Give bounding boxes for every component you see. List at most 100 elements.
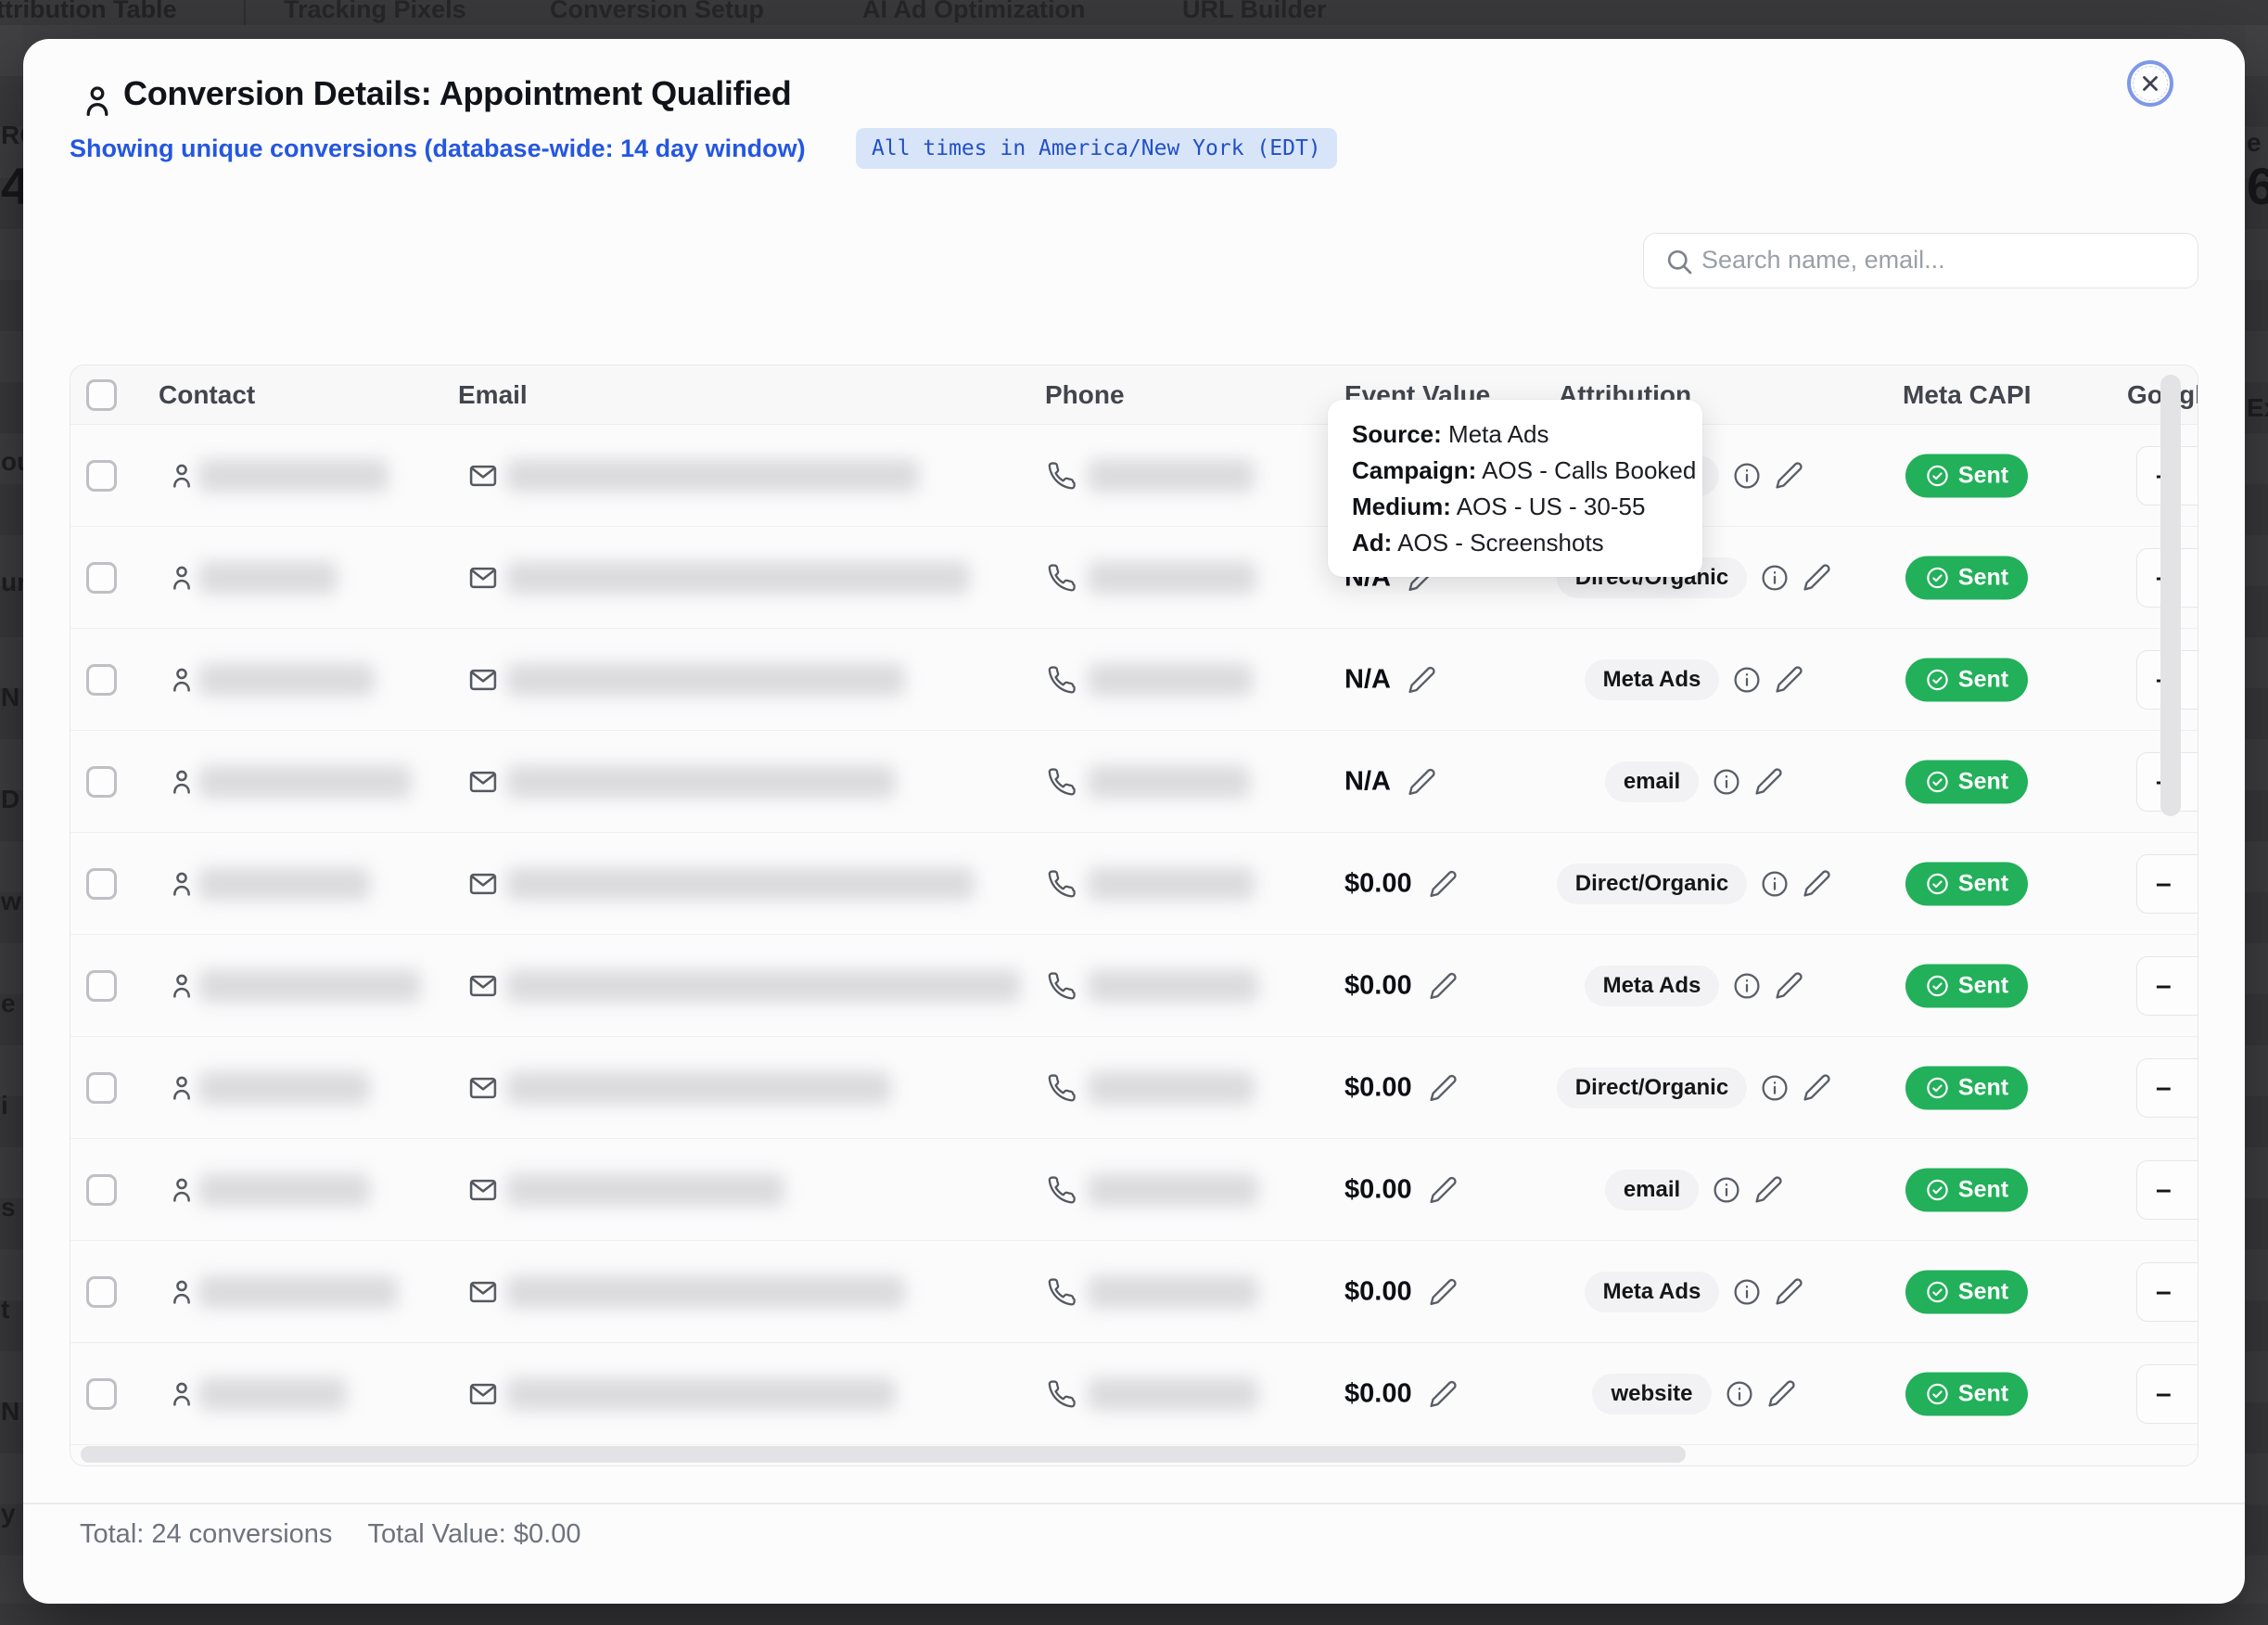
- capi-sent-badge: Sent: [1905, 760, 2029, 803]
- attribution-info-icon[interactable]: [1760, 869, 1790, 899]
- search-input[interactable]: [1701, 234, 2184, 286]
- capi-sent-badge: Sent: [1905, 1066, 2029, 1109]
- close-button[interactable]: [2127, 60, 2173, 107]
- edit-value-icon[interactable]: [1429, 971, 1458, 1000]
- select-all-checkbox[interactable]: [86, 379, 117, 411]
- contact-person-icon: [166, 460, 197, 492]
- phone-icon: [1047, 664, 1078, 696]
- google-value-box[interactable]: –: [2136, 955, 2198, 1016]
- phone-redacted: [1088, 968, 1258, 1003]
- attribution-info-icon[interactable]: [1732, 665, 1762, 695]
- email-redacted: [506, 662, 905, 697]
- row-checkbox[interactable]: [86, 460, 117, 492]
- table-header-row: Contact Email Phone Event Value Attribution M…: [70, 365, 2198, 425]
- check-circle-icon: [1925, 871, 1950, 896]
- vertical-scrollbar[interactable]: [2160, 375, 2181, 816]
- edit-attribution-icon[interactable]: [1775, 971, 1803, 1000]
- google-cell: –: [2136, 853, 2198, 914]
- attribution-info-icon[interactable]: [1712, 1175, 1741, 1205]
- edit-value-icon[interactable]: [1429, 1379, 1458, 1408]
- google-value-box[interactable]: –: [2136, 1261, 2198, 1322]
- event-value: $0.00: [1344, 970, 1412, 1000]
- meta-capi-cell: Sent: [1879, 964, 2055, 1007]
- edit-value-icon[interactable]: [1408, 767, 1436, 796]
- meta-capi-cell: Sent: [1879, 1168, 2055, 1211]
- google-value-box[interactable]: –: [2136, 1057, 2198, 1118]
- bg-fragment: ur: [1, 568, 23, 596]
- edit-attribution-icon[interactable]: [1775, 1277, 1803, 1306]
- row-checkbox[interactable]: [86, 562, 117, 594]
- attribution-badge: Meta Ads: [1584, 965, 1720, 1006]
- phone-icon: [1047, 1174, 1078, 1206]
- attribution-info-icon[interactable]: [1732, 461, 1762, 491]
- edit-attribution-icon[interactable]: [1803, 869, 1831, 898]
- bg-fragment: ou: [1, 447, 23, 476]
- bg-fragment: y: [1, 1499, 16, 1528]
- capi-sent-label: Sent: [1957, 870, 2009, 896]
- contact-name-redacted: [198, 1172, 370, 1207]
- attribution-cell: Meta Ads: [1526, 659, 1862, 700]
- search-icon: [1664, 247, 1694, 281]
- background-left-edge: RO 4 ou ur N Dw e i s t Ny: [0, 25, 23, 1625]
- contact-name-redacted: [198, 866, 370, 901]
- capi-sent-label: Sent: [1957, 564, 2009, 590]
- bg-tab-attribution-table: ttribution Table: [0, 0, 177, 23]
- attribution-info-icon[interactable]: [1732, 971, 1762, 1001]
- email-icon: [466, 1173, 500, 1207]
- edit-attribution-icon[interactable]: [1754, 767, 1783, 796]
- edit-attribution-icon[interactable]: [1767, 1379, 1796, 1408]
- check-circle-icon: [1925, 1381, 1950, 1406]
- capi-sent-badge: Sent: [1905, 1372, 2029, 1415]
- bg-fragment: D: [1, 785, 20, 813]
- row-checkbox[interactable]: [86, 1174, 117, 1206]
- google-value-box[interactable]: –: [2136, 1159, 2198, 1220]
- contact-name-redacted: [198, 764, 412, 799]
- subtitle: Showing unique conversions (database-wid…: [70, 134, 806, 162]
- email-redacted: [506, 1070, 891, 1105]
- edit-value-icon[interactable]: [1429, 1175, 1458, 1204]
- edit-value-icon[interactable]: [1429, 869, 1458, 898]
- row-checkbox[interactable]: [86, 868, 117, 900]
- contact-name-redacted: [198, 458, 389, 493]
- edit-value-icon[interactable]: [1408, 665, 1436, 694]
- attribution-cell: website: [1526, 1373, 1862, 1414]
- contact-person-icon: [166, 664, 197, 696]
- edit-attribution-icon[interactable]: [1775, 461, 1803, 490]
- contact-name-redacted: [198, 560, 338, 595]
- phone-redacted: [1088, 866, 1255, 901]
- row-checkbox[interactable]: [86, 766, 117, 798]
- phone-redacted: [1088, 1274, 1258, 1309]
- capi-sent-badge: Sent: [1905, 454, 2029, 497]
- attribution-info-icon[interactable]: [1732, 1277, 1762, 1307]
- row-checkbox[interactable]: [86, 1276, 117, 1308]
- attribution-badge: website: [1592, 1373, 1712, 1414]
- row-checkbox[interactable]: [86, 970, 117, 1002]
- horizontal-scrollbar[interactable]: [81, 1446, 1686, 1463]
- phone-icon: [1047, 1072, 1078, 1104]
- attribution-info-icon[interactable]: [1760, 1073, 1790, 1103]
- tooltip-campaign: Campaign: AOS - Calls Booked: [1352, 456, 1697, 484]
- edit-attribution-icon[interactable]: [1754, 1175, 1783, 1204]
- bg-fragment: e: [2247, 128, 2262, 157]
- attribution-info-icon[interactable]: [1760, 563, 1790, 593]
- edit-value-icon[interactable]: [1429, 1073, 1458, 1102]
- row-checkbox[interactable]: [86, 1072, 117, 1104]
- google-value-box[interactable]: –: [2136, 1363, 2198, 1424]
- event-value: $0.00: [1344, 1072, 1412, 1102]
- event-value-cell: $0.00: [1344, 1174, 1458, 1205]
- google-value-box[interactable]: –: [2136, 853, 2198, 914]
- capi-sent-badge: Sent: [1905, 658, 2029, 701]
- conversions-table: Contact Email Phone Event Value Attribution M…: [70, 365, 2198, 1466]
- attribution-info-icon[interactable]: [1712, 767, 1741, 797]
- edit-attribution-icon[interactable]: [1803, 1073, 1831, 1102]
- edit-value-icon[interactable]: [1429, 1277, 1458, 1306]
- row-checkbox[interactable]: [86, 1378, 117, 1410]
- edit-attribution-icon[interactable]: [1775, 665, 1803, 694]
- phone-redacted: [1088, 1376, 1258, 1411]
- event-value-cell: $0.00: [1344, 1378, 1458, 1409]
- edit-attribution-icon[interactable]: [1803, 563, 1831, 592]
- attribution-info-icon[interactable]: [1725, 1379, 1754, 1409]
- row-checkbox[interactable]: [86, 664, 117, 696]
